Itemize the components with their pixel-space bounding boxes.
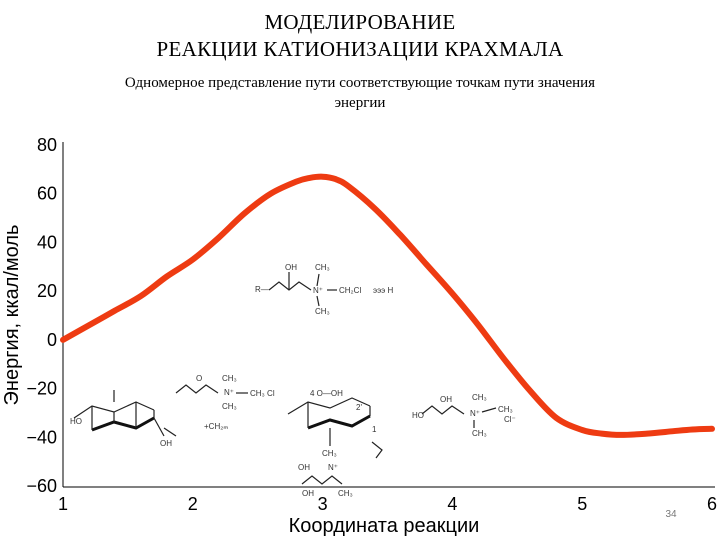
- y-tick-label: −20: [26, 379, 57, 399]
- svg-text:+CH₂ₘ: +CH₂ₘ: [204, 422, 228, 431]
- slide-title-line-2: РЕАКЦИИ КАТИОНИЗАЦИИ КРАХМАЛА: [156, 37, 564, 61]
- y-tick-label: −40: [26, 427, 57, 447]
- x-tick-label: 1: [58, 494, 68, 514]
- svg-text:CH₃: CH₃: [315, 263, 330, 272]
- svg-text:Cl⁻: Cl⁻: [504, 415, 516, 424]
- structure-transition-complex: 4 O—OH 2' 1 CH₃ OH N⁺ OH CH₃: [287, 389, 383, 498]
- x-axis-label: Координата реакции: [289, 515, 480, 537]
- y-tick-label: −60: [26, 476, 57, 496]
- svg-text:CH₃: CH₃: [222, 374, 237, 383]
- svg-text:CH₂Cl: CH₂Cl: [339, 286, 361, 295]
- x-tick-label: 3: [318, 494, 328, 514]
- svg-text:N⁺: N⁺: [313, 286, 323, 295]
- svg-text:O: O: [196, 374, 202, 383]
- svg-text:N⁺: N⁺: [470, 409, 480, 418]
- structure-product-ammonium: HO OH CH₃ N⁺ CH₃ Cl⁻ CH₃: [412, 393, 516, 438]
- svg-text:OH: OH: [298, 463, 310, 472]
- slide-subtitle-line-1: Одномерное представление пути соответств…: [124, 75, 596, 91]
- y-axis-label: Энергия, ккал/моль: [1, 225, 23, 406]
- structure-epoxide-reagent: O CH₃ N⁺ CH₃ Cl CH₃ +CH₂ₘ: [175, 374, 275, 431]
- svg-text:CH₃: CH₃: [338, 489, 353, 498]
- svg-text:OH: OH: [440, 395, 452, 404]
- x-tick-label: 5: [577, 494, 587, 514]
- y-tick-label: 40: [37, 232, 57, 252]
- svg-text:OH: OH: [302, 489, 314, 498]
- svg-text:CH₃: CH₃: [498, 405, 513, 414]
- structure-starch-glucose-unit: HO OH: [70, 390, 177, 448]
- y-tick-label: 20: [37, 281, 57, 301]
- svg-text:CH₃: CH₃: [472, 429, 487, 438]
- svg-text:N⁺: N⁺: [224, 388, 234, 397]
- y-tick-label: 80: [37, 135, 57, 155]
- svg-text:OH: OH: [285, 263, 297, 272]
- svg-text:HO: HO: [412, 411, 424, 420]
- svg-text:1: 1: [372, 425, 377, 434]
- svg-text:HO: HO: [70, 417, 82, 426]
- y-tick-label: 60: [37, 184, 57, 204]
- svg-text:2': 2': [356, 403, 362, 412]
- svg-text:CH₃: CH₃: [472, 393, 487, 402]
- x-tick-label: 2: [188, 494, 198, 514]
- svg-text:CH₃: CH₃: [322, 449, 337, 458]
- slide-title-line-1: МОДЕЛИРОВАНИЕ: [264, 10, 456, 34]
- y-tick-label: 0: [47, 330, 57, 350]
- svg-text:OH: OH: [160, 439, 172, 448]
- energy-curve-line: [60, 173, 715, 438]
- svg-text:R—: R—: [255, 285, 269, 294]
- x-tick-label: 6: [707, 494, 717, 514]
- slide-subtitle-line-2: энергии: [334, 95, 386, 111]
- svg-text:эээ H: эээ H: [373, 286, 393, 295]
- svg-text:N⁺: N⁺: [328, 463, 338, 472]
- x-tick-group: 1 2 3 4 5 6: [58, 494, 717, 514]
- svg-text:CH₃: CH₃: [315, 307, 330, 316]
- svg-text:4 O—OH: 4 O—OH: [310, 389, 343, 398]
- svg-text:CH₃ Cl: CH₃ Cl: [250, 389, 275, 398]
- page-number: 34: [665, 509, 677, 520]
- structure-ammonium-reagent: R— OH CH₃ N⁺ CH₂Cl эээ H CH₃: [255, 263, 393, 316]
- svg-text:CH₃: CH₃: [222, 402, 237, 411]
- x-tick-label: 4: [447, 494, 457, 514]
- y-tick-group: 80 60 40 20 0 −20 −40 −60: [26, 135, 57, 496]
